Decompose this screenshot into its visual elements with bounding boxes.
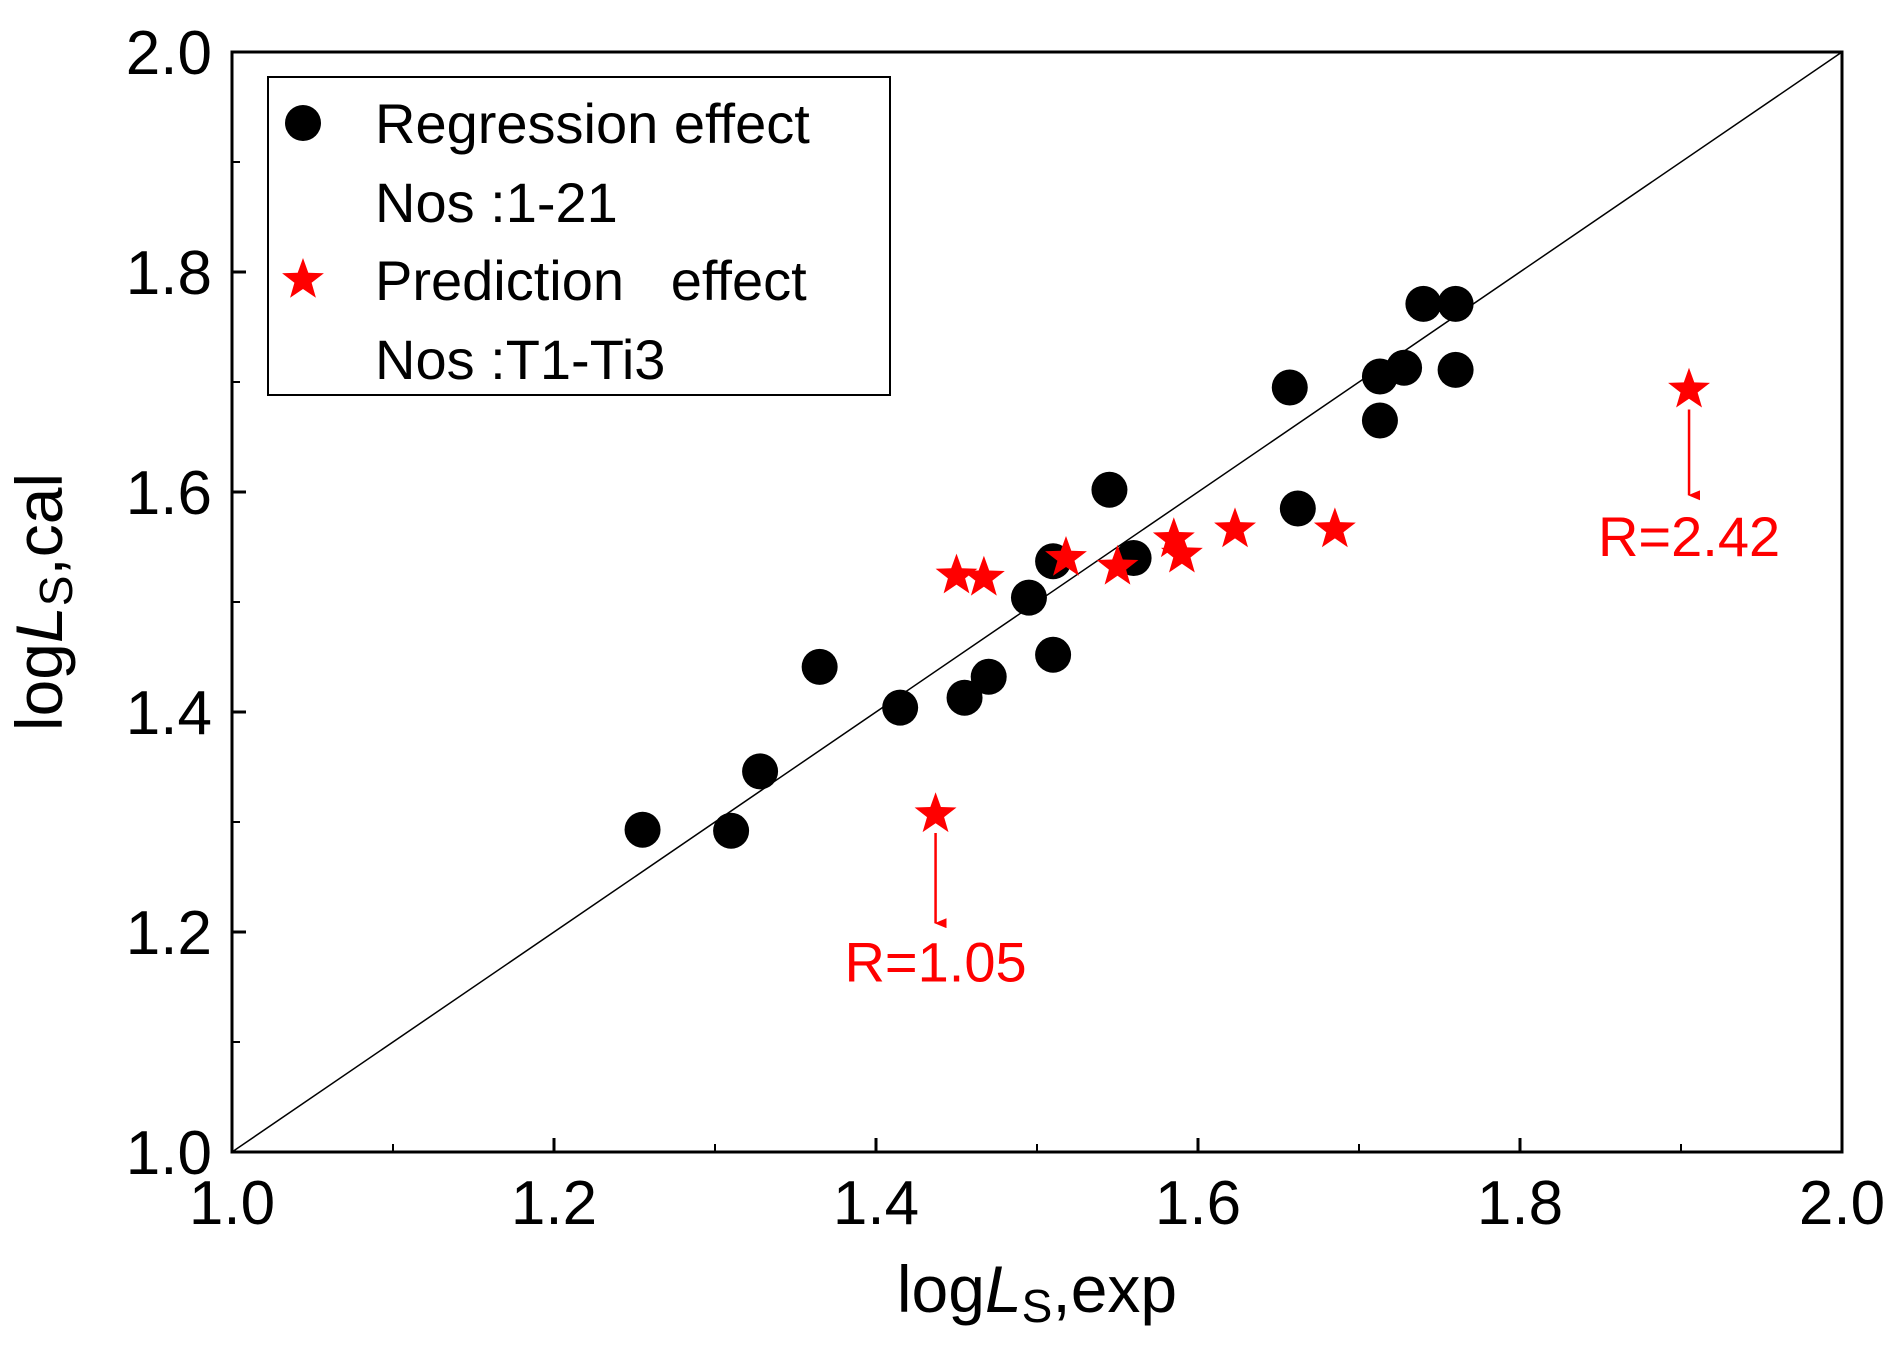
regression-point <box>801 648 838 685</box>
legend-circle-marker <box>285 105 321 141</box>
prediction-star-point <box>962 555 1005 596</box>
y-tick-label: 1.0 <box>126 1119 212 1188</box>
x-tick-label: 1.2 <box>511 1169 597 1238</box>
regression-point <box>1437 351 1474 388</box>
x-tick-label: 1.4 <box>833 1169 919 1238</box>
annotations: R=1.05 R=2.42 <box>844 409 1780 994</box>
prediction-star-point <box>1152 517 1195 558</box>
prediction-star-point <box>1668 367 1710 408</box>
x-tick-label: 1.0 <box>189 1169 275 1238</box>
prediction-star-point <box>1313 507 1356 548</box>
y-tick-label: 2.0 <box>126 19 212 88</box>
regression-point <box>1091 471 1128 508</box>
regression-point <box>946 679 983 716</box>
annotation-label: R=1.05 <box>844 931 1026 994</box>
y-tick-label: 1.8 <box>126 239 212 308</box>
regression-point <box>1035 636 1072 673</box>
y-tick-label: 1.2 <box>126 899 212 968</box>
y-axis-title-prefix: log <box>2 643 76 731</box>
legend-label-prediction: Prediction effect <box>375 249 807 312</box>
regression-point <box>1437 285 1474 322</box>
x-tick-label: 1.8 <box>1477 1169 1563 1238</box>
x-axis-title-prefix: log <box>897 1252 985 1326</box>
prediction-star-point <box>1045 536 1087 576</box>
regression-point <box>1361 402 1398 439</box>
regression-point <box>1010 579 1047 616</box>
x-axis-title-suffix: ,exp <box>1052 1252 1177 1326</box>
regression-point <box>1279 490 1316 527</box>
regression-point <box>882 689 919 726</box>
x-tick-label: 1.6 <box>1155 1169 1241 1238</box>
x-axis-title-symbol: L <box>985 1252 1022 1326</box>
y-tick-label: 1.4 <box>126 679 212 748</box>
y-tick-label: 1.6 <box>126 459 212 528</box>
y-axis-title-subscript: S <box>30 576 82 607</box>
annotation-label: R=2.42 <box>1598 505 1780 568</box>
regression-point <box>713 812 750 849</box>
regression-point <box>970 658 1007 695</box>
regression-point <box>1405 285 1442 322</box>
legend-sublabel-prediction: Nos :T1-Ti3 <box>375 328 665 391</box>
legend: Regression effect Nos :1-21 Prediction e… <box>267 76 891 396</box>
regression-point <box>1386 349 1423 386</box>
legend-label-regression: Regression effect <box>375 92 810 155</box>
data-points <box>624 285 1710 849</box>
x-axis-title-subscript: S <box>1022 1280 1053 1332</box>
prediction-star-point <box>935 553 978 594</box>
prediction-star-point <box>1161 532 1203 573</box>
regression-point <box>742 753 779 790</box>
prediction-star-point <box>1214 507 1256 548</box>
x-axis: 1.0 1.2 1.4 1.6 1.8 2.0 <box>189 1138 1885 1238</box>
legend-sublabel-regression: Nos :1-21 <box>375 171 618 234</box>
regression-point <box>1271 369 1308 406</box>
prediction-star-point <box>1096 544 1139 585</box>
x-axis-title: logLS,exp <box>897 1252 1177 1332</box>
y-axis: 1.0 1.2 1.4 1.6 1.8 2.0 <box>126 19 246 1188</box>
legend-star-marker <box>282 258 324 298</box>
x-tick-label: 2.0 <box>1799 1169 1885 1238</box>
y-axis-title: logLS,cal <box>2 473 82 731</box>
regression-point <box>624 811 661 848</box>
legend-box <box>267 76 891 396</box>
prediction-star-point <box>914 792 957 833</box>
y-axis-title-suffix: ,cal <box>2 473 76 576</box>
y-axis-title-symbol: L <box>2 606 76 643</box>
